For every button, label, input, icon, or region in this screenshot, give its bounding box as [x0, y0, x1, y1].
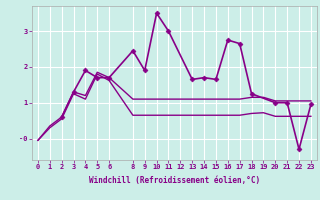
X-axis label: Windchill (Refroidissement éolien,°C): Windchill (Refroidissement éolien,°C) [89, 176, 260, 185]
